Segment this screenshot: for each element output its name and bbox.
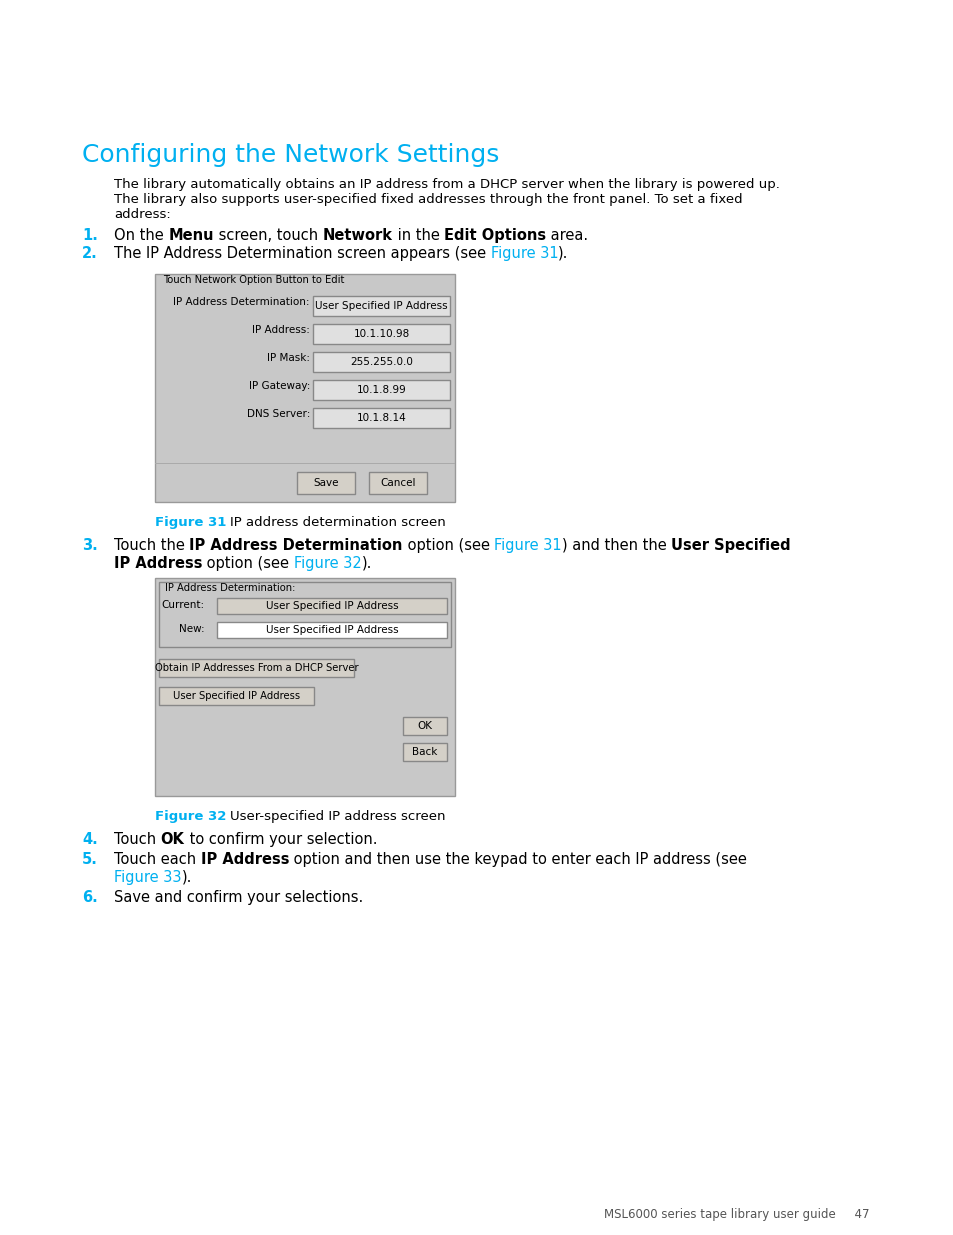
Text: 255.255.0.0: 255.255.0.0 [350,357,413,367]
Text: Menu: Menu [168,228,213,243]
Bar [159,659,354,677]
Text: Edit Options: Edit Options [444,228,546,243]
Text: IP Gateway:: IP Gateway: [249,382,310,391]
Bar [216,598,447,614]
Text: address:: address: [113,207,171,221]
Text: User Specified IP Address: User Specified IP Address [265,625,398,635]
FancyBboxPatch shape [159,582,451,647]
Text: option (see: option (see [402,538,494,553]
Bar [402,743,447,761]
Text: IP address determination screen: IP address determination screen [230,516,446,529]
Text: The library also supports user-specified fixed addresses through the front panel: The library also supports user-specified… [113,193,741,206]
Text: Back: Back [412,747,437,757]
Text: IP Address Determination:: IP Address Determination: [173,296,310,308]
Text: in the: in the [393,228,444,243]
Bar [159,687,314,705]
Text: IP Mask:: IP Mask: [267,353,310,363]
Bar [313,408,450,429]
Bar [313,324,450,345]
Text: User Specified IP Address: User Specified IP Address [172,692,300,701]
Text: Network: Network [322,228,393,243]
Text: option (see: option (see [202,556,294,571]
Text: IP Address Determination:: IP Address Determination: [165,583,295,593]
Text: 3.: 3. [82,538,97,553]
Text: IP Address: IP Address [113,556,202,571]
Text: Figure 31: Figure 31 [490,246,558,261]
Text: Cancel: Cancel [380,478,416,488]
Text: OK: OK [417,721,432,731]
Text: On the: On the [113,228,168,243]
Text: Figure 31: Figure 31 [154,516,226,529]
Text: Current:: Current: [162,600,205,610]
Text: 5.: 5. [82,852,98,867]
Text: IP Address:: IP Address: [252,325,310,335]
Text: Touch: Touch [113,832,161,847]
FancyBboxPatch shape [154,274,455,501]
Text: MSL6000 series tape library user guide     47: MSL6000 series tape library user guide 4… [604,1208,869,1221]
Bar [313,296,450,316]
FancyBboxPatch shape [154,578,455,797]
Text: 1.: 1. [82,228,98,243]
Bar [216,622,447,638]
Text: 2.: 2. [82,246,97,261]
Bar [369,472,427,494]
Text: ) and then the: ) and then the [561,538,671,553]
Text: 10.1.8.99: 10.1.8.99 [356,385,406,395]
Text: to confirm your selection.: to confirm your selection. [185,832,376,847]
Text: Touch each: Touch each [113,852,200,867]
Bar [313,380,450,400]
Text: New:: New: [179,624,205,634]
Bar [402,718,447,735]
Text: Obtain IP Addresses From a DHCP Server: Obtain IP Addresses From a DHCP Server [154,663,358,673]
Text: Save: Save [313,478,338,488]
Text: option and then use the keypad to enter each IP address (see: option and then use the keypad to enter … [289,852,746,867]
Text: Touch Network Option Button to Edit: Touch Network Option Button to Edit [163,275,344,285]
Text: ).: ). [558,246,568,261]
Text: User Specified IP Address: User Specified IP Address [314,301,447,311]
Text: Figure 32: Figure 32 [154,810,226,823]
Text: Touch the: Touch the [113,538,190,553]
Text: DNS Server:: DNS Server: [247,409,310,419]
Text: IP Address: IP Address [200,852,289,867]
Text: User-specified IP address screen: User-specified IP address screen [230,810,445,823]
Text: Configuring the Network Settings: Configuring the Network Settings [82,143,498,167]
Text: OK: OK [161,832,185,847]
Text: 10.1.8.14: 10.1.8.14 [356,412,406,424]
Text: IP Address Determination: IP Address Determination [190,538,402,553]
Text: screen, touch: screen, touch [213,228,322,243]
Bar [296,472,355,494]
Text: area.: area. [546,228,588,243]
Text: Save and confirm your selections.: Save and confirm your selections. [113,890,363,905]
Text: 6.: 6. [82,890,97,905]
Text: 10.1.10.98: 10.1.10.98 [353,329,409,338]
Text: ).: ). [181,869,192,885]
Text: The library automatically obtains an IP address from a DHCP server when the libr: The library automatically obtains an IP … [113,178,779,191]
Text: User Specified IP Address: User Specified IP Address [265,601,398,611]
Text: Figure 31: Figure 31 [494,538,561,553]
Text: Figure 32: Figure 32 [294,556,361,571]
Text: User Specified: User Specified [671,538,790,553]
Bar [313,352,450,372]
Text: Figure 33: Figure 33 [113,869,181,885]
Text: The IP Address Determination screen appears (see: The IP Address Determination screen appe… [113,246,490,261]
Text: 4.: 4. [82,832,97,847]
Text: ).: ). [361,556,372,571]
